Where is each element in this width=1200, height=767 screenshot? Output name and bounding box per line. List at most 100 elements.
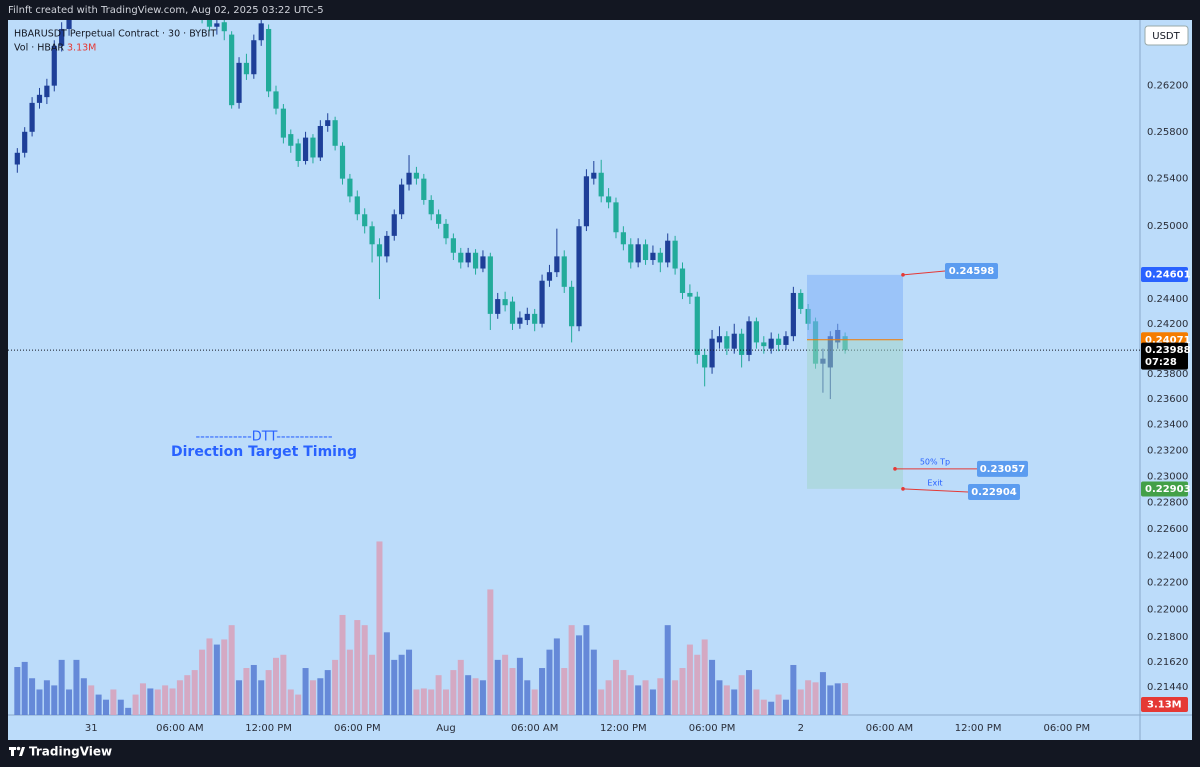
x-tick-label: 2	[798, 723, 804, 734]
target-zone	[807, 274, 903, 340]
price-badge	[1141, 266, 1188, 282]
candle-body	[739, 333, 745, 355]
currency-box[interactable]	[1144, 25, 1189, 46]
candle-body	[517, 317, 523, 324]
volume-bar	[58, 659, 65, 715]
volume-bar	[391, 659, 398, 715]
candle-body	[532, 313, 538, 324]
x-tick-label: 06:00 PM	[1044, 723, 1091, 734]
volume-bar	[317, 678, 324, 715]
volume-bar	[516, 657, 523, 715]
candle-body	[605, 196, 612, 203]
volume-bar	[162, 685, 169, 715]
volume-bar	[117, 699, 124, 715]
volume-bar	[398, 654, 405, 715]
x-tick-label: 06:00 PM	[689, 723, 736, 734]
y-tick-label: 0.22000	[1147, 605, 1188, 616]
overlay: HBARUSDT Perpetual Contract · 30 · BYBIT…	[14, 25, 1191, 734]
volume-bar	[184, 675, 191, 715]
volume-bar	[332, 659, 339, 715]
candle-body	[221, 22, 227, 32]
volume-bar	[442, 689, 449, 715]
volume-bar	[154, 689, 161, 715]
x-tick-label: 06:00 PM	[334, 723, 381, 734]
volume-bar	[657, 678, 664, 715]
candle-body	[665, 240, 671, 263]
candle-body	[561, 256, 567, 287]
connector	[902, 270, 946, 276]
volume-bar	[354, 620, 361, 715]
candle-body	[66, 20, 72, 29]
y-tick-label: 0.22400	[1147, 551, 1188, 562]
x-tick-label: Aug	[436, 723, 456, 734]
price-badge-label: 0.22903	[1145, 484, 1191, 495]
level-box	[968, 484, 1020, 500]
candle-body	[243, 62, 250, 75]
candle-body	[620, 232, 626, 245]
volume-bar	[627, 675, 634, 715]
candle-body	[798, 292, 804, 309]
volume-bar	[29, 678, 36, 715]
volume-bar	[524, 680, 531, 715]
volume-bar	[110, 689, 117, 715]
candle-body	[546, 272, 553, 281]
volume-bar	[509, 668, 516, 715]
volume-title: Vol · HBAR	[14, 43, 64, 54]
volume-bar	[272, 657, 279, 715]
candle-body	[694, 296, 700, 355]
candle-body	[266, 28, 272, 92]
level-label: 0.23057	[980, 464, 1026, 475]
candle-body	[731, 333, 737, 349]
candle-body	[753, 321, 760, 343]
level-name: Exit	[927, 478, 942, 487]
volume-bar	[132, 694, 139, 715]
volume-bar	[191, 670, 198, 715]
price-badge-label: 0.24071	[1145, 335, 1191, 346]
candle-body	[339, 145, 346, 179]
volume-bar	[805, 680, 812, 715]
brand-name: TradingView	[29, 745, 112, 759]
volume-bar	[642, 680, 649, 715]
candle-body	[702, 354, 708, 368]
volume-bar	[450, 670, 457, 715]
candle-body	[280, 108, 286, 138]
candle-body	[310, 137, 316, 158]
volume-bar	[309, 680, 316, 715]
candle-body	[421, 178, 427, 200]
currency[interactable]: USDT	[1152, 31, 1180, 42]
volume-bar	[539, 668, 546, 715]
volume-bar	[243, 668, 250, 715]
volume-bar	[709, 659, 716, 715]
candle-body	[317, 125, 323, 158]
candle-body	[569, 286, 575, 327]
volume-bar	[612, 659, 619, 715]
volume-bar	[487, 589, 494, 715]
volume-bar	[753, 689, 760, 715]
candle-body	[376, 244, 383, 257]
y-tick-label: 0.23800	[1147, 369, 1188, 380]
candle-body	[495, 299, 501, 314]
candle-body	[347, 178, 353, 197]
candle-body	[724, 336, 730, 349]
candle-body	[554, 256, 560, 273]
volume-bar	[73, 659, 80, 715]
volume-bar	[686, 644, 693, 715]
volume-bar	[213, 644, 220, 715]
y-tick-label: 0.21620	[1147, 657, 1188, 668]
candle-body	[598, 172, 604, 197]
y-tick-label: 0.23400	[1147, 420, 1188, 431]
volume-bar	[287, 689, 294, 715]
volume-bar	[280, 654, 287, 715]
candle-body	[399, 184, 405, 215]
credit: Filnft created with TradingView.com, Aug…	[8, 5, 324, 16]
candle-body	[406, 172, 412, 185]
volume-bar	[14, 667, 21, 715]
candle-body	[369, 226, 375, 245]
candle-body	[236, 62, 242, 103]
candle-body	[591, 172, 597, 179]
x-tick-label: 12:00 PM	[245, 723, 292, 734]
candle-body	[36, 94, 43, 103]
y-tick-label: 0.24400	[1147, 294, 1188, 305]
x-tick-label: 06:00 AM	[156, 723, 203, 734]
volume-bar	[250, 664, 257, 715]
